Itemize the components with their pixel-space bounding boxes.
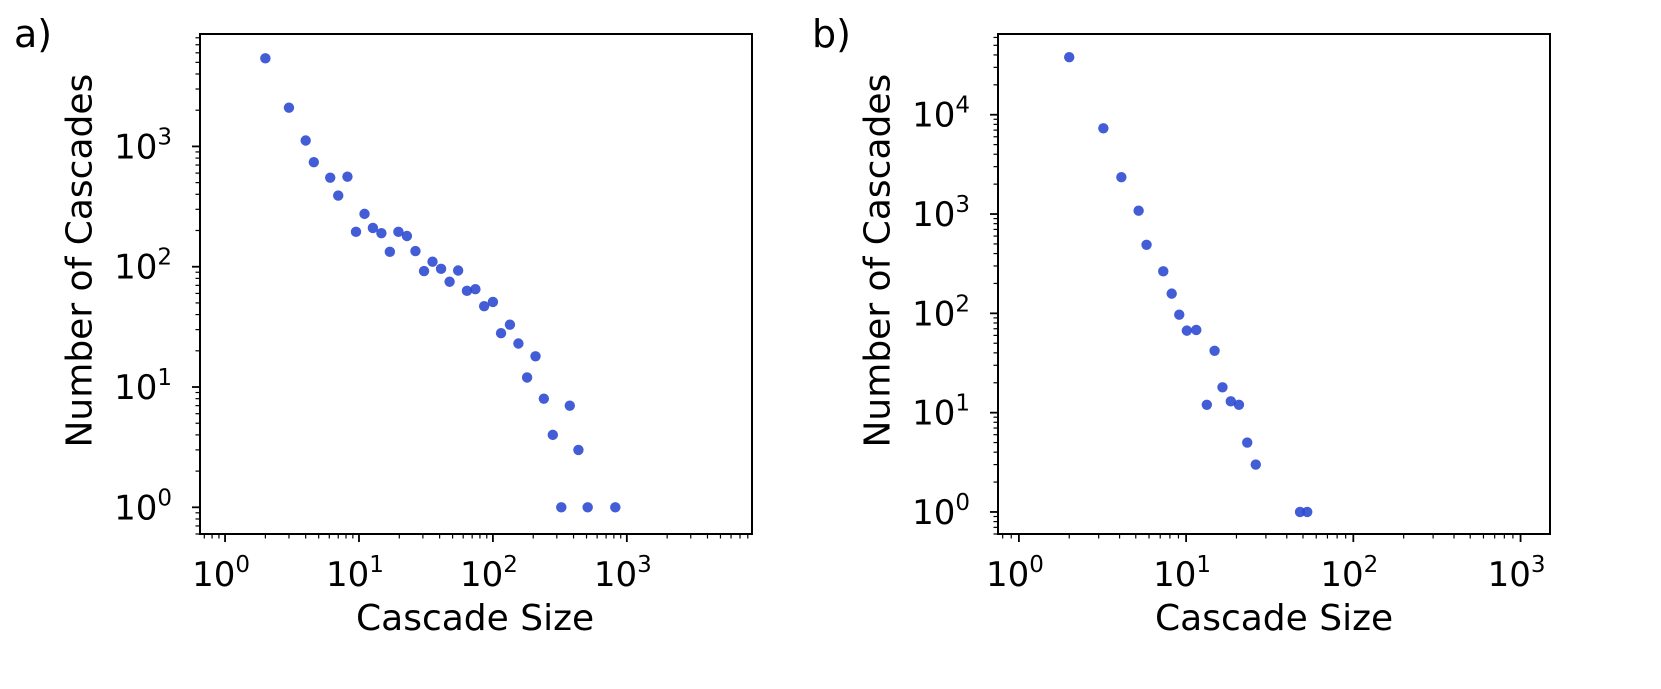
x-tick-label-b: 101 — [1153, 552, 1211, 595]
data-point-b — [1209, 345, 1220, 356]
data-point-a — [521, 372, 533, 383]
x-tick-label-a: 102 — [460, 552, 518, 595]
data-point-a — [547, 429, 559, 441]
data-point-a — [342, 171, 353, 182]
data-point-a — [610, 502, 621, 513]
data-point-a — [470, 284, 481, 295]
y-axis-title-b: Number of Cascades — [857, 73, 899, 448]
data-point-a — [582, 502, 593, 513]
x-tick-label-a: 101 — [326, 552, 384, 595]
data-point-a — [260, 53, 271, 64]
data-point-a — [308, 156, 320, 168]
y-tick-label-b: 101 — [912, 391, 970, 434]
data-point-b — [1225, 396, 1236, 407]
y-axis-title-a: Number of Cascades — [59, 73, 101, 448]
data-point-b — [1116, 171, 1127, 183]
data-point-a — [435, 263, 447, 275]
data-point-a — [427, 256, 438, 267]
x-tick-label-b: 103 — [1488, 552, 1546, 595]
data-point-a — [530, 351, 541, 362]
plot-frame-a — [199, 33, 753, 535]
x-tick-label-a: 103 — [594, 552, 652, 595]
data-point-b — [1294, 506, 1306, 518]
data-point-a — [444, 276, 455, 287]
y-tick-label-b: 102 — [912, 291, 970, 334]
y-tick-label-b: 100 — [912, 490, 970, 533]
data-point-b — [1191, 324, 1202, 336]
data-point-a — [538, 393, 550, 404]
x-tick-label-b: 100 — [986, 552, 1044, 595]
data-point-a — [556, 502, 567, 513]
y-tick-label-b: 104 — [912, 93, 970, 136]
data-point-b — [1098, 123, 1109, 134]
data-point-b — [1174, 309, 1185, 320]
data-point-b — [1158, 266, 1169, 277]
data-point-a — [461, 285, 473, 297]
data-point-b — [1250, 459, 1261, 470]
data-point-a — [300, 135, 311, 146]
data-point-b — [1064, 51, 1075, 63]
x-tick-label-a: 100 — [192, 552, 250, 595]
data-point-b — [1302, 506, 1313, 518]
data-point-a — [504, 319, 516, 330]
data-point-b — [1233, 399, 1245, 410]
y-tick-label-a: 102 — [114, 245, 172, 288]
data-point-a — [325, 172, 336, 183]
data-point-a — [478, 300, 490, 312]
data-point-a — [513, 338, 524, 349]
data-point-a — [573, 444, 584, 456]
data-point-a — [495, 328, 507, 339]
data-point-b — [1242, 437, 1253, 448]
y-tick-label-a: 103 — [114, 124, 172, 167]
data-point-b — [1141, 239, 1152, 251]
y-tick-label-a: 101 — [114, 365, 172, 408]
x-axis-title-b: Cascade Size — [1155, 598, 1394, 639]
data-point-b — [1181, 325, 1193, 336]
data-point-a — [452, 265, 464, 276]
data-point-a — [283, 102, 295, 113]
x-axis-title-a: Cascade Size — [356, 598, 595, 639]
data-point-a — [564, 400, 575, 411]
data-point-a — [359, 208, 370, 220]
data-point-a — [401, 230, 413, 242]
panel-label-b: b) — [812, 12, 851, 56]
x-tick-label-b: 102 — [1320, 552, 1378, 595]
data-point-b — [1166, 288, 1177, 299]
data-point-a — [393, 226, 404, 238]
data-point-b — [1133, 205, 1144, 216]
y-tick-label-b: 103 — [912, 192, 970, 235]
data-point-a — [350, 226, 362, 238]
data-point-b — [1201, 399, 1213, 410]
data-point-a — [384, 246, 396, 258]
data-point-a — [376, 227, 387, 239]
data-point-b — [1217, 382, 1228, 393]
data-point-a — [333, 190, 344, 201]
plot-frame-b — [997, 33, 1551, 535]
data-point-a — [410, 245, 421, 257]
data-point-a — [487, 296, 499, 308]
data-point-a — [367, 222, 379, 234]
panel-label-a: a) — [14, 12, 53, 56]
data-point-a — [418, 265, 430, 277]
y-tick-label-a: 100 — [114, 485, 172, 528]
